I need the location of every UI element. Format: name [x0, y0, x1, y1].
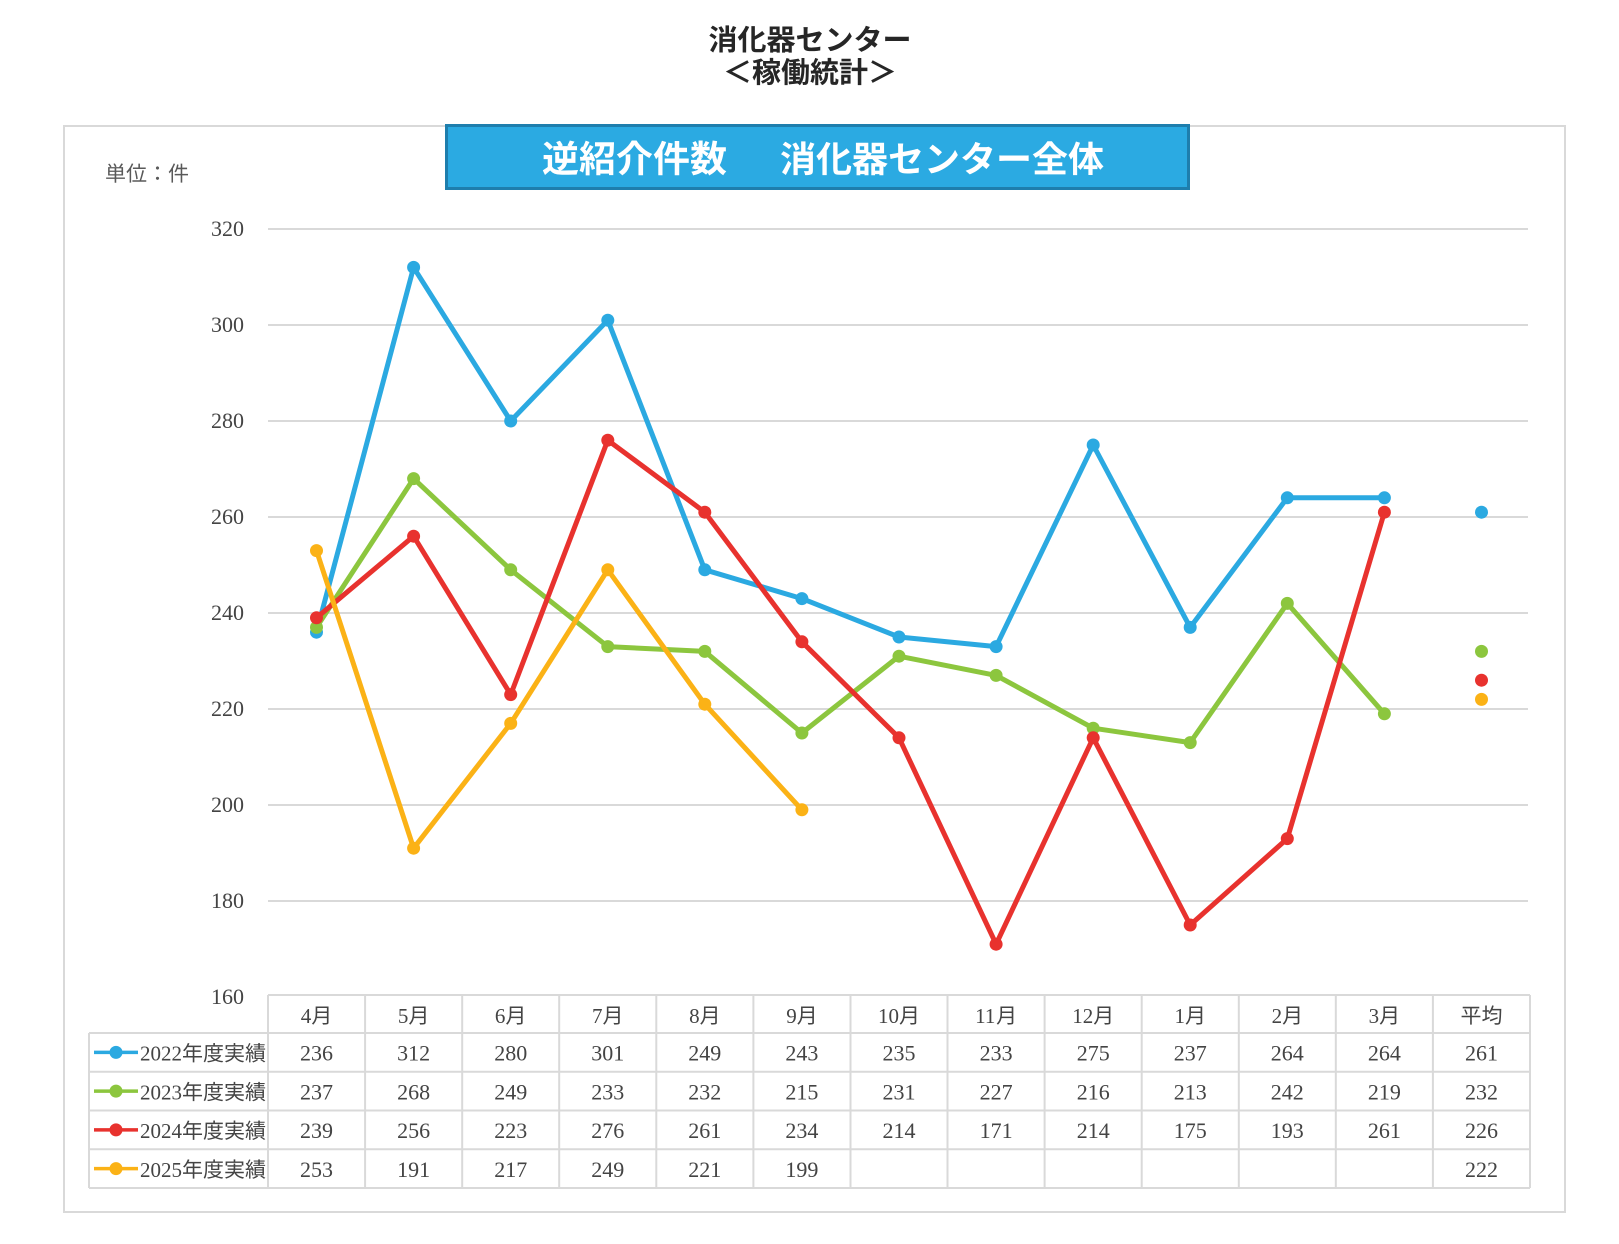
- svg-text:232: 232: [688, 1080, 721, 1105]
- svg-text:237: 237: [1174, 1041, 1207, 1066]
- svg-text:264: 264: [1271, 1041, 1304, 1066]
- svg-text:2023: 2023: [140, 1081, 182, 1105]
- svg-text:7: 7: [592, 1004, 603, 1028]
- svg-text:2024: 2024: [140, 1119, 183, 1143]
- svg-text:6: 6: [495, 1004, 506, 1028]
- svg-text:312: 312: [397, 1041, 430, 1066]
- svg-text:276: 276: [591, 1118, 624, 1143]
- svg-text:214: 214: [883, 1118, 916, 1143]
- svg-text:261: 261: [688, 1118, 721, 1143]
- svg-text:213: 213: [1174, 1080, 1207, 1105]
- svg-text:280: 280: [494, 1041, 527, 1066]
- svg-text:243: 243: [785, 1041, 818, 1066]
- svg-text:301: 301: [591, 1041, 624, 1066]
- svg-text:236: 236: [300, 1041, 333, 1066]
- svg-text:175: 175: [1174, 1118, 1207, 1143]
- svg-text:256: 256: [397, 1118, 430, 1143]
- svg-text:219: 219: [1368, 1080, 1401, 1105]
- svg-text:280: 280: [211, 408, 244, 433]
- svg-text:320: 320: [211, 216, 244, 241]
- svg-text:242: 242: [1271, 1080, 1304, 1105]
- svg-text:222: 222: [1465, 1157, 1498, 1182]
- svg-text:9: 9: [786, 1004, 797, 1028]
- svg-text:253: 253: [300, 1157, 333, 1182]
- svg-text:264: 264: [1368, 1041, 1401, 1066]
- svg-text:237: 237: [300, 1080, 333, 1105]
- svg-text:226: 226: [1465, 1118, 1498, 1143]
- svg-text:200: 200: [211, 792, 244, 817]
- svg-text:5: 5: [398, 1004, 409, 1028]
- svg-text:1: 1: [1175, 1004, 1186, 1028]
- svg-text:223: 223: [494, 1118, 527, 1143]
- svg-text:8: 8: [689, 1004, 700, 1028]
- svg-text:12: 12: [1072, 1004, 1093, 1028]
- svg-text:193: 193: [1271, 1118, 1304, 1143]
- svg-text:10: 10: [878, 1004, 899, 1028]
- svg-text:220: 220: [211, 696, 244, 721]
- svg-text:227: 227: [980, 1080, 1013, 1105]
- svg-text:233: 233: [980, 1041, 1013, 1066]
- svg-text:4: 4: [301, 1004, 312, 1028]
- svg-text:233: 233: [591, 1080, 624, 1105]
- svg-text:216: 216: [1077, 1080, 1110, 1105]
- svg-text:215: 215: [785, 1080, 818, 1105]
- svg-text:191: 191: [397, 1157, 430, 1182]
- svg-text:232: 232: [1465, 1080, 1498, 1105]
- svg-text:261: 261: [1465, 1041, 1498, 1066]
- svg-text:160: 160: [211, 984, 244, 1009]
- svg-text:2: 2: [1272, 1004, 1283, 1028]
- svg-text:260: 260: [211, 504, 244, 529]
- svg-text:221: 221: [688, 1157, 721, 1182]
- svg-text:240: 240: [211, 600, 244, 625]
- svg-text:239: 239: [300, 1118, 333, 1143]
- svg-text:234: 234: [785, 1118, 818, 1143]
- svg-text:2022: 2022: [140, 1042, 182, 1066]
- svg-text:268: 268: [397, 1080, 430, 1105]
- svg-text:249: 249: [591, 1157, 624, 1182]
- svg-text:11: 11: [975, 1004, 995, 1028]
- svg-text:300: 300: [211, 312, 244, 337]
- svg-text:2025: 2025: [140, 1158, 182, 1182]
- svg-text:231: 231: [883, 1080, 916, 1105]
- svg-text:275: 275: [1077, 1041, 1110, 1066]
- svg-text:261: 261: [1368, 1118, 1401, 1143]
- svg-text:180: 180: [211, 888, 244, 913]
- svg-text:249: 249: [494, 1080, 527, 1105]
- svg-text:214: 214: [1077, 1118, 1110, 1143]
- svg-text:171: 171: [980, 1118, 1013, 1143]
- svg-text:3: 3: [1369, 1004, 1380, 1028]
- svg-text:217: 217: [494, 1157, 527, 1182]
- svg-text:249: 249: [688, 1041, 721, 1066]
- svg-text:199: 199: [785, 1157, 818, 1182]
- svg-text:235: 235: [883, 1041, 916, 1066]
